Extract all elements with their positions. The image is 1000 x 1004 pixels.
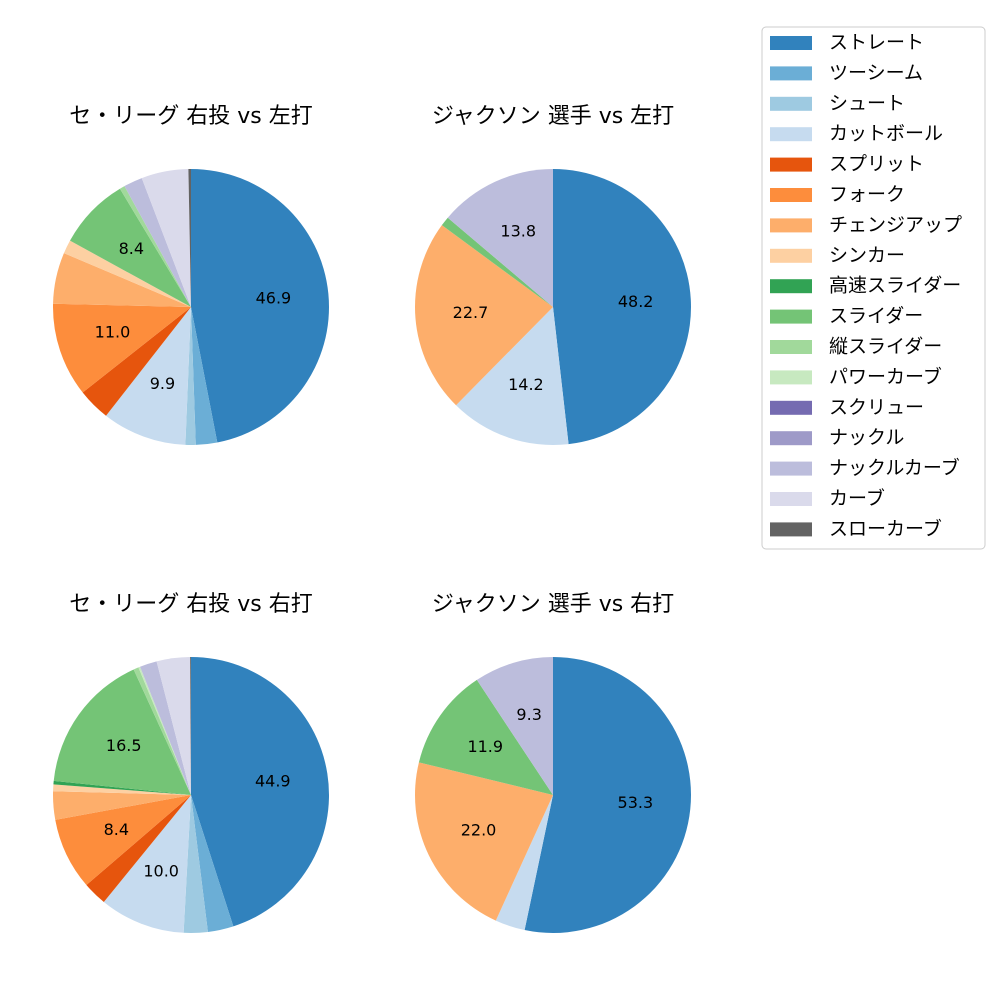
pie-slice [141, 169, 191, 307]
slice-label: 8.4 [104, 820, 129, 839]
slice-label: 13.8 [500, 221, 536, 240]
legend-box [761, 26, 986, 550]
chart-title: ジャクソン 選手 vs 左打 [432, 104, 674, 129]
pie-slice [82, 307, 191, 416]
chart-title: セ・リーグ 右投 vs 右打 [69, 592, 312, 617]
pie-slice [53, 780, 192, 795]
slice-label: 22.0 [461, 821, 497, 840]
pie-slice [191, 307, 218, 445]
pie-slice [495, 795, 553, 931]
slice-label: 44.9 [255, 772, 291, 791]
pie-slice [191, 657, 330, 927]
pie-slice [86, 795, 191, 902]
legend-swatch [770, 66, 812, 81]
pie-slice [456, 307, 569, 445]
slice-label: 9.3 [516, 705, 541, 724]
legend-label: スローカーブ [829, 517, 942, 540]
legend-label: チェンジアップ [829, 214, 962, 236]
pie-slice [140, 661, 191, 795]
legend-label: フォーク [829, 184, 905, 206]
legend-label: ナックル [829, 427, 904, 449]
pie-slice [53, 791, 191, 820]
pie-slice [138, 666, 191, 795]
pie-slice [53, 669, 192, 795]
legend-swatch [770, 431, 812, 446]
pie-slice [524, 657, 691, 933]
pie-slice [69, 188, 191, 307]
slice-label: 46.9 [256, 289, 292, 308]
legend-label: スプリット [829, 153, 924, 175]
legend-label: ツーシーム [829, 62, 923, 84]
slice-label: 11.9 [467, 737, 503, 756]
pie-slice [53, 784, 191, 795]
pie-slice [418, 679, 553, 795]
legend-swatch [770, 248, 812, 263]
pie-slice [476, 657, 553, 795]
slice-label: 10.0 [143, 862, 179, 881]
chart-title: ジャクソン 選手 vs 右打 [432, 592, 674, 617]
pie-slice [156, 657, 191, 795]
pie-slice [188, 169, 191, 307]
pie-slice [119, 186, 191, 307]
slice-label: 8.4 [119, 239, 144, 258]
slice-label: 11.0 [95, 323, 131, 342]
pie-slice [106, 307, 191, 445]
legend-swatch [770, 461, 812, 476]
pie-slice [415, 762, 553, 921]
legend-swatch [770, 340, 812, 354]
slice-label: 14.2 [508, 375, 544, 394]
pie-slice [63, 240, 191, 307]
legend-label: カーブ [829, 487, 885, 510]
pie-slice [133, 667, 191, 795]
legend-label: 高速スライダー [829, 275, 961, 297]
pie-slice [190, 657, 191, 795]
legend-swatch [770, 309, 812, 324]
pie-slice [124, 178, 191, 307]
pie-slice [185, 307, 196, 446]
legend-swatch [770, 188, 812, 202]
pie-slice [55, 795, 192, 886]
legend-swatch [770, 400, 812, 415]
legend-swatch [770, 218, 812, 233]
legend-label: パワーカーブ [829, 365, 942, 388]
pie-slice [183, 795, 208, 934]
legend-swatch [770, 279, 812, 294]
pie-slice [415, 225, 553, 406]
legend-swatch [770, 370, 812, 385]
legend-swatch [770, 36, 812, 50]
pie-slice [447, 169, 553, 307]
legend-swatch [770, 522, 812, 537]
pie-slice [553, 169, 691, 445]
chart-title: セ・リーグ 右投 vs 左打 [69, 104, 312, 129]
legend-label: 縦スライダー [829, 336, 942, 358]
slice-label: 53.3 [618, 793, 654, 812]
pie-slice [191, 795, 234, 932]
legend-swatch [770, 492, 812, 506]
legend-swatch [770, 127, 812, 142]
slice-label: 16.5 [106, 736, 142, 755]
legend-label: カットボール [829, 123, 943, 145]
legend-label: シンカー [829, 244, 905, 266]
legend-swatch [770, 157, 812, 172]
legend-label: ストレート [829, 32, 924, 54]
pie-slice [191, 169, 330, 443]
legend-label: スライダー [829, 305, 923, 327]
pie-slice [441, 217, 553, 307]
slice-label: 9.9 [150, 374, 175, 393]
legend-label: スクリュー [829, 396, 924, 418]
legend-label: シュート [829, 92, 905, 114]
slice-label: 22.7 [453, 303, 489, 322]
slice-label: 48.2 [618, 292, 654, 311]
legend-label: ナックルカーブ [829, 456, 960, 479]
legend-swatch [770, 96, 812, 111]
pie-slice [52, 303, 191, 393]
pie-slice [53, 253, 192, 307]
pie-slice [103, 795, 191, 933]
